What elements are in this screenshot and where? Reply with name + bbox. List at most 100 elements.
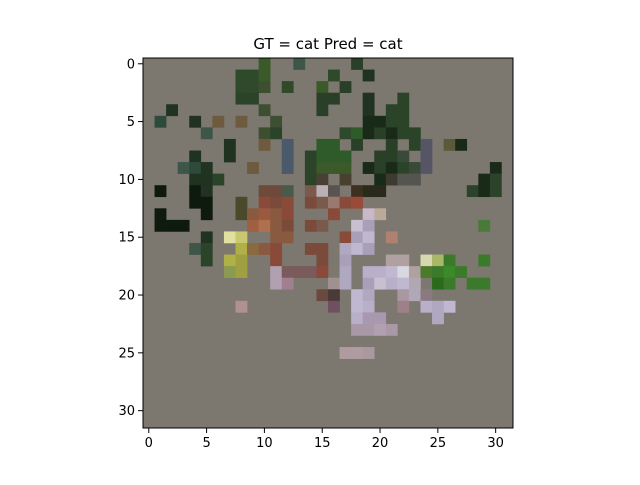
- image-pixel: [258, 58, 271, 70]
- y-tick-label: 15: [118, 231, 135, 246]
- image-pixel: [478, 277, 491, 290]
- image-pixel: [281, 277, 294, 290]
- image-pixel: [212, 115, 225, 128]
- image-pixel: [385, 162, 398, 174]
- image-pixel: [443, 300, 456, 313]
- image-pixel: [397, 150, 410, 163]
- image-pixel: [420, 162, 433, 174]
- image-pixel: [362, 347, 375, 359]
- image-pixel: [362, 185, 375, 198]
- image-pixel: [489, 162, 502, 174]
- image-pixel: [339, 266, 352, 278]
- image-pixel: [270, 208, 283, 221]
- image-pixel: [328, 196, 340, 209]
- image-pixel: [374, 185, 387, 198]
- image-pixel: [235, 81, 248, 93]
- image-pixel: [223, 150, 236, 163]
- image-pixel: [281, 196, 294, 209]
- image-pixel: [351, 138, 363, 151]
- image-pixel: [304, 173, 317, 186]
- image-pixel: [189, 196, 202, 209]
- image-pixel: [258, 243, 271, 255]
- image-pixel: [316, 104, 329, 117]
- image-pixel: [339, 254, 352, 267]
- y-tick-label: 20: [118, 289, 135, 304]
- image-pixel: [316, 196, 329, 209]
- image-pixel: [385, 173, 398, 186]
- image-pixel: [362, 266, 375, 278]
- image-pixel: [432, 300, 444, 313]
- image-pixel: [443, 138, 456, 151]
- image-pixel: [466, 277, 479, 290]
- image-pixel: [362, 231, 375, 244]
- image-pixel: [328, 162, 340, 174]
- image-pixel: [362, 312, 375, 325]
- image-pixel: [304, 185, 317, 198]
- image-pixel: [351, 219, 363, 232]
- image-pixel: [362, 277, 375, 290]
- image-pixel: [270, 127, 283, 140]
- image-pixel: [397, 289, 410, 302]
- image-pixel: [235, 69, 248, 82]
- image-pixel: [397, 162, 410, 174]
- image-pixel: [385, 277, 398, 290]
- image-pixel: [351, 196, 363, 209]
- image-pixel: [385, 231, 398, 244]
- image-pixel: [328, 138, 340, 151]
- image-pixel: [247, 69, 259, 82]
- image-pixel: [258, 104, 271, 117]
- image-pixel: [316, 243, 329, 255]
- image-pixel: [339, 196, 352, 209]
- image-pixel: [316, 173, 329, 186]
- image-pixel: [478, 173, 491, 186]
- image-pixel: [408, 277, 421, 290]
- image-pixel: [432, 312, 444, 325]
- image-pixel: [443, 266, 456, 278]
- image-pixel: [455, 138, 468, 151]
- image-pixel: [328, 92, 340, 105]
- image-pixel: [351, 231, 363, 244]
- image-pixel: [374, 277, 387, 290]
- image-pixel: [258, 219, 271, 232]
- plot-area: [142, 57, 514, 429]
- image-pixel: [397, 277, 410, 290]
- image-pixel: [200, 243, 213, 255]
- image-pixel: [200, 173, 213, 186]
- image-pixel: [362, 92, 375, 105]
- image-pixel: [316, 150, 329, 163]
- image-pixel: [339, 127, 352, 140]
- x-tick-label: 10: [256, 436, 273, 451]
- image-pixel: [189, 185, 202, 198]
- x-tick-label: 30: [487, 436, 504, 451]
- image-pixel: [339, 173, 352, 186]
- image-pixel: [328, 208, 340, 221]
- image-pixel: [154, 115, 167, 128]
- image-pixel: [235, 254, 248, 267]
- image-pixel: [362, 208, 375, 221]
- image-pixel: [351, 185, 363, 198]
- image-pixel: [397, 127, 410, 140]
- image-pixel: [374, 173, 387, 186]
- image-pixel: [339, 81, 352, 93]
- image-pixel: [374, 115, 387, 128]
- image-pixel: [258, 81, 271, 93]
- image-pixel: [385, 150, 398, 163]
- image-pixel: [362, 127, 375, 140]
- image-pixel: [362, 323, 375, 336]
- image-pixel: [235, 92, 248, 105]
- image-pixel: [443, 277, 456, 290]
- image-pixel: [247, 219, 259, 232]
- image-pixel: [339, 231, 352, 244]
- y-axis: 0 5 10 15 20 25 30: [118, 57, 143, 419]
- image-pixel: [420, 254, 433, 267]
- image-pixel: [223, 231, 236, 244]
- image-pixel: [316, 92, 329, 105]
- image-pixel: [200, 196, 213, 209]
- y-tick-label: 25: [118, 346, 135, 361]
- image-pixel: [200, 127, 213, 140]
- x-tick-label: 0: [145, 436, 153, 451]
- image-pixel: [270, 219, 283, 232]
- image-pixel: [258, 208, 271, 221]
- image-pixels: [154, 58, 502, 359]
- image-pixel: [385, 138, 398, 151]
